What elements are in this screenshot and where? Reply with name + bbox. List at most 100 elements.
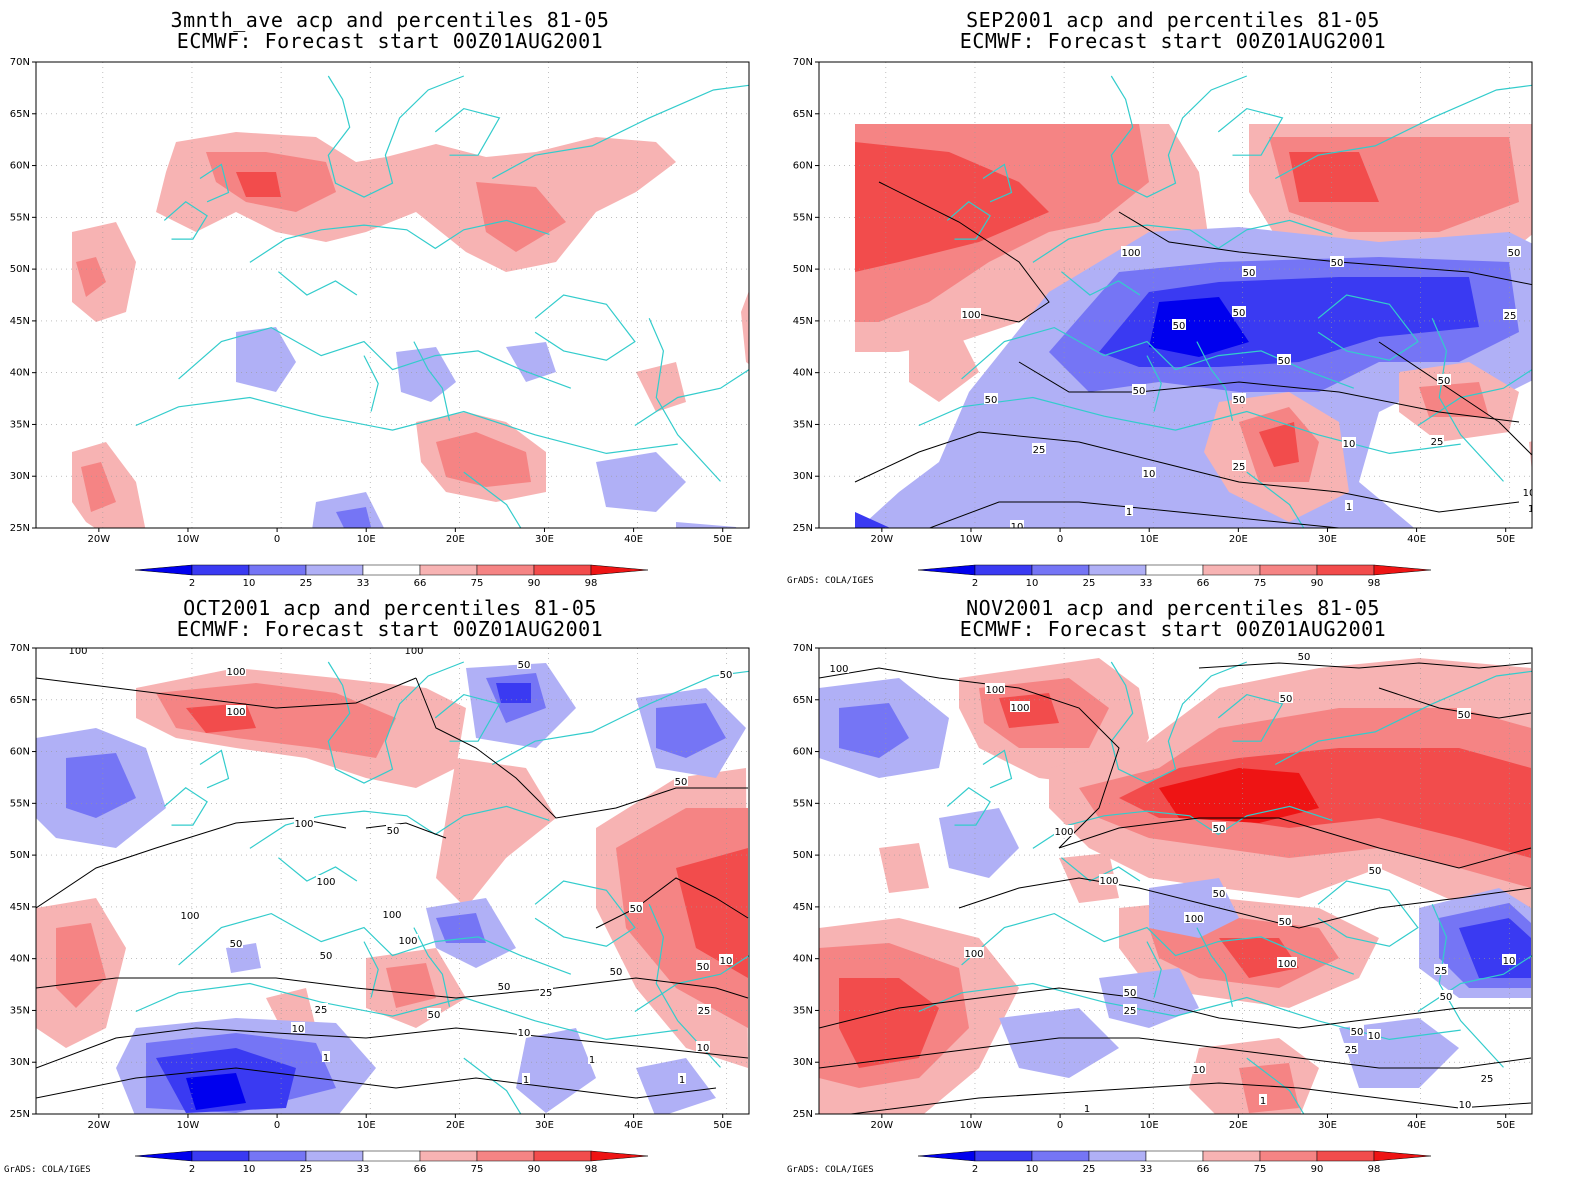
contour-label: 100: [382, 910, 401, 921]
lat-tick-label: 45N: [793, 316, 813, 327]
percentile-patch: [506, 342, 556, 382]
coastline: [135, 396, 678, 455]
lon-tick-label: 40E: [1407, 1120, 1426, 1131]
contour-label-bg: [961, 308, 981, 319]
contour-label-bg: [1010, 520, 1024, 528]
map-content: [36, 62, 749, 528]
contour-label: 50: [428, 1010, 441, 1021]
contour-line: [958, 877, 1532, 929]
contour-label: 25: [1481, 1074, 1494, 1085]
percentile-patch: [636, 1058, 716, 1114]
contour-label: 100: [316, 877, 335, 888]
lon-tick-label: 20W: [871, 534, 894, 545]
contour-label: 50: [720, 670, 733, 681]
colorbar-label: 33: [357, 578, 370, 589]
lat-tick-label: 60N: [10, 747, 30, 758]
colorbar-label: 90: [1311, 578, 1324, 589]
lon-tick-label: 10E: [1140, 1120, 1159, 1131]
lon-tick-label: 40E: [1407, 534, 1426, 545]
contour-label-bg: [1350, 1025, 1364, 1036]
colorbar-label: 2: [189, 1164, 195, 1175]
coastline: [634, 955, 749, 1013]
map-svg: 1001001001005050501005010010050100100505…: [10, 643, 750, 1175]
contour-label: 25: [1124, 1006, 1137, 1017]
contour-label-bg: [322, 1051, 330, 1062]
contour-label: 50: [1298, 652, 1311, 663]
panel-title-line1: 3mnth_ave acp and percentiles 81-05: [170, 8, 610, 32]
percentile-patch: [1419, 382, 1489, 417]
lon-tick-label: 20W: [88, 534, 111, 545]
coastline: [463, 471, 522, 528]
percentile-patch: [596, 452, 686, 512]
coastline: [634, 369, 749, 427]
colorbar-arrow-right: [1373, 1150, 1432, 1162]
lat-tick-label: 60N: [10, 161, 30, 172]
contour-label: 25: [540, 988, 553, 999]
contour-label-bg: [1437, 374, 1451, 385]
contour-label-bg: [1172, 319, 1186, 330]
map-area: 70N 65N 60N 55N 50N 45N 40N 35N 30N 25N 20W 10W 0 10E…: [10, 57, 750, 545]
contour-label: 100: [1184, 914, 1203, 925]
colorbar-segment: [974, 1150, 1033, 1162]
lon-tick-label: 20W: [88, 1120, 111, 1131]
contour-label-bg: [517, 1026, 531, 1037]
lon-tick-label: 30E: [1318, 1120, 1337, 1131]
lat-tick-label: 25N: [793, 523, 813, 534]
colorbar-label: 2: [189, 578, 195, 589]
grads-credit: GrADS: COLA/IGES: [787, 1165, 874, 1175]
map-content: 50 100 100 100 50 50 100 50 50 100 50 100 50 100 100 25…: [819, 648, 1532, 1114]
contour-line: [1018, 361, 1520, 423]
percentile-patch: [386, 963, 436, 1008]
coastline: [199, 749, 230, 789]
map-frame: [35, 647, 750, 1115]
lat-tick-label: 45N: [10, 316, 30, 327]
colorbar-segment: [305, 1150, 364, 1162]
colorbar-segment: [476, 564, 535, 576]
colorbar-segment: [1259, 564, 1318, 576]
percentile-patch: [855, 142, 1049, 272]
lat-tick-label: 50N: [10, 850, 30, 861]
lat-tick-label: 50N: [793, 850, 813, 861]
lon-tick-label: 20E: [446, 534, 465, 545]
colorbar-label: 33: [357, 1164, 370, 1175]
percentile-patch: [76, 257, 106, 297]
percentile-patch: [396, 347, 456, 402]
lat-tick-label: 50N: [793, 264, 813, 275]
percentile-patch: [999, 1008, 1119, 1078]
lat-tick-label: 40N: [10, 954, 30, 965]
lon-tick-label: 10E: [357, 534, 376, 545]
coastline: [648, 318, 721, 482]
percentile-patch: [476, 182, 566, 252]
lon-tick-label: 30E: [535, 1120, 554, 1131]
contour-line: [819, 987, 1531, 1029]
contour-label-bg: [1277, 354, 1291, 365]
contour-label: 50: [1369, 866, 1382, 877]
contour-label: 50: [1213, 889, 1226, 900]
contour-label: 100: [985, 685, 1004, 696]
percentile-patch: [66, 753, 136, 818]
colorbar-label: 75: [1254, 1164, 1267, 1175]
contour-label-bg: [1439, 990, 1453, 1001]
coastline: [1275, 84, 1532, 180]
colorbar-label: 2: [972, 1164, 978, 1175]
contour-label: 10: [292, 1024, 305, 1035]
map-frame: [818, 61, 1533, 529]
contour-label: 50: [1133, 386, 1146, 397]
percentile-patch: [496, 683, 531, 703]
contour-label-bg: [984, 393, 998, 404]
lat-tick-label: 25N: [793, 1109, 813, 1120]
grads-credit: GrADS: COLA/IGES: [787, 576, 874, 586]
contour-label: 1: [323, 1053, 329, 1064]
coastline: [918, 982, 1461, 1041]
contour-label-bg: [294, 817, 314, 828]
contour-label: 50: [630, 904, 643, 915]
contour-label-bg: [1503, 309, 1517, 320]
coastline: [434, 693, 501, 742]
colorbar-arrow-left: [134, 1150, 193, 1162]
contour-label-bg: [1458, 1098, 1472, 1109]
lon-tick-label: 50E: [1496, 1120, 1515, 1131]
contour-label-bg: [427, 1008, 441, 1019]
colorbar-segment: [1316, 1150, 1375, 1162]
